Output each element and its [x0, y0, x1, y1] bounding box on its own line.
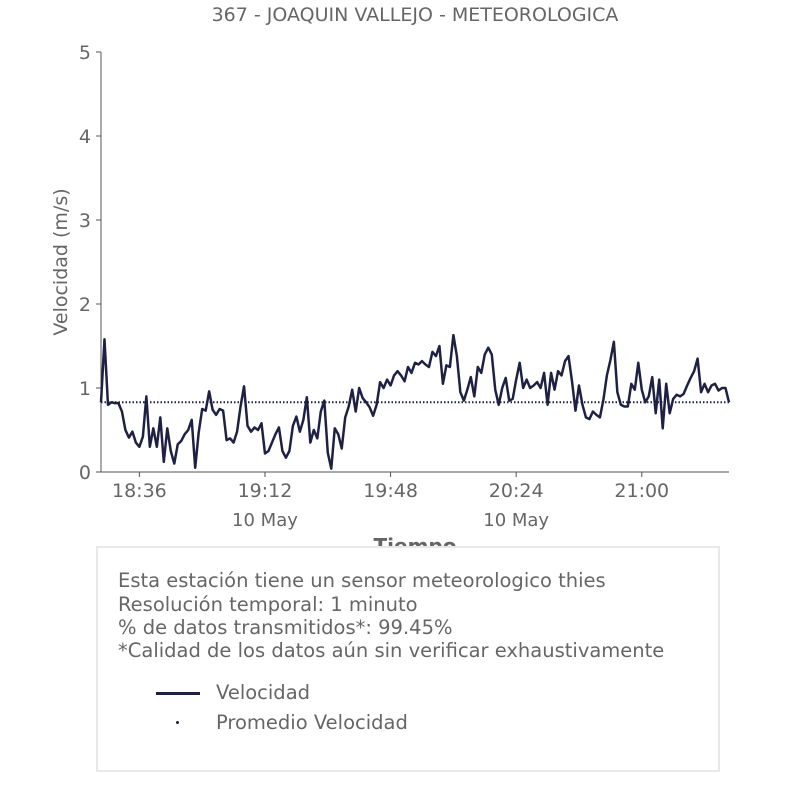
- y-tick-label: 3: [79, 210, 91, 232]
- chart-title: 367 - JOAQUIN VALLEJO - METEOROLOGICA: [212, 4, 619, 26]
- legend-line-swatch: [156, 692, 200, 695]
- info-quality-note: *Calidad de los datos aún sin verificar …: [118, 639, 665, 662]
- legend-label-promedio: Promedio Velocidad: [216, 711, 408, 734]
- plot-area: [99, 333, 731, 470]
- x-tick-label: 19:12: [238, 480, 293, 502]
- x-tick-date-label: 10 May: [483, 510, 549, 531]
- y-tick-label: 1: [79, 378, 91, 400]
- x-tick-label: 18:36: [112, 480, 167, 502]
- x-tick-label: 21:00: [614, 480, 669, 502]
- x-tick-label: 19:48: [363, 480, 418, 502]
- info-resolution-text: Resolución temporal: 1 minuto: [118, 593, 418, 616]
- x-axis: 18:36 19:12 10 May 19:48 20:24 10 May 21:00: [101, 471, 729, 531]
- x-tick-date-label: 10 May: [232, 510, 298, 531]
- legend-dot-swatch: [176, 721, 179, 724]
- y-axis-title: Velocidad (m/s): [50, 188, 72, 335]
- info-sensor-text: Esta estación tiene un sensor meteorolog…: [118, 569, 606, 592]
- series-line-velocidad: [99, 333, 731, 470]
- legend-label-velocidad: Velocidad: [216, 681, 311, 704]
- info-transmitted-text: % de datos transmitidos*: 99.45%: [118, 616, 453, 639]
- x-tick-label: 20:24: [489, 480, 544, 502]
- info-box: Esta estación tiene un sensor meteorolog…: [96, 546, 720, 772]
- y-tick-label: 5: [79, 42, 91, 64]
- y-tick-label: 2: [79, 294, 91, 316]
- y-tick-label: 4: [79, 126, 91, 148]
- y-tick-label: 0: [79, 462, 91, 484]
- y-axis: 0 1 2 3 4 5: [79, 42, 102, 484]
